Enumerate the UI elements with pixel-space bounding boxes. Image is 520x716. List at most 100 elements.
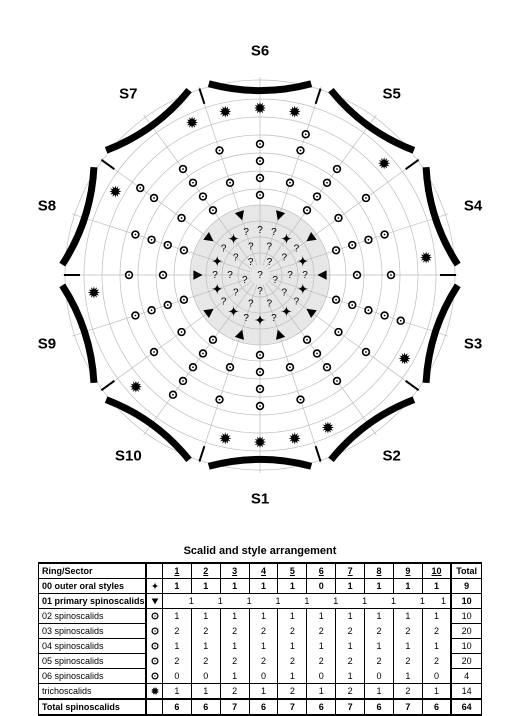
- cell: 1: [393, 579, 422, 594]
- svg-text:?: ?: [271, 313, 277, 324]
- cell: 1: [393, 639, 422, 654]
- svg-text:?: ?: [257, 225, 263, 236]
- cell: 1: [278, 669, 307, 684]
- cell: 1: [307, 639, 336, 654]
- cell: 1: [162, 579, 191, 594]
- cell: 2: [249, 654, 278, 669]
- cell: 1: [191, 639, 220, 654]
- svg-text:?: ?: [266, 241, 272, 252]
- cell: 1: [162, 684, 191, 700]
- cell: 7: [220, 699, 249, 715]
- cell: 1: [393, 669, 422, 684]
- row-total: 64: [451, 699, 481, 715]
- cell: 0: [249, 669, 278, 684]
- svg-text:?: ?: [248, 241, 254, 252]
- svg-text:?: ?: [257, 270, 263, 281]
- cell: 2: [220, 624, 249, 639]
- cell: 1: [206, 594, 235, 609]
- header-total: Total: [451, 563, 481, 579]
- cell: 1: [437, 594, 451, 609]
- row-label: 03 spinoscalids: [39, 624, 147, 639]
- cell: 1: [422, 609, 451, 624]
- svg-text:?: ?: [212, 270, 218, 281]
- cell: 2: [422, 624, 451, 639]
- row-total: 10: [451, 609, 481, 624]
- svg-text:?: ?: [243, 313, 249, 324]
- cell: 0: [365, 669, 394, 684]
- cell: 1: [321, 594, 350, 609]
- sector-label-S2: S2: [382, 448, 400, 465]
- cell: 2: [278, 654, 307, 669]
- svg-text:?: ?: [287, 270, 293, 281]
- row-total: 4: [451, 669, 481, 684]
- cell: 1: [278, 639, 307, 654]
- cell: 1: [422, 639, 451, 654]
- cell: 2: [365, 624, 394, 639]
- cell: 1: [336, 639, 365, 654]
- cell: 2: [307, 654, 336, 669]
- header-ring-sector: Ring/Sector: [39, 563, 147, 579]
- row-symbol: [146, 639, 162, 654]
- header-sector-4: 4: [249, 563, 278, 579]
- svg-text:?: ?: [302, 270, 308, 281]
- cell: 2: [278, 624, 307, 639]
- svg-text:?: ?: [243, 227, 249, 238]
- table-row: 02 spinoscalids111111111110: [39, 609, 482, 624]
- svg-text:?: ?: [221, 296, 227, 307]
- cell: 6: [365, 699, 394, 715]
- cell: 2: [307, 624, 336, 639]
- cell: 1: [249, 684, 278, 700]
- cell: 7: [393, 699, 422, 715]
- cell: 1: [220, 669, 249, 684]
- row-label: 04 spinoscalids: [39, 639, 147, 654]
- cell: 1: [162, 639, 191, 654]
- header-sector-8: 8: [365, 563, 394, 579]
- cell: 6: [191, 699, 220, 715]
- sector-label-S3: S3: [464, 336, 482, 353]
- cell: 1: [307, 684, 336, 700]
- cell: 2: [336, 654, 365, 669]
- svg-text:?: ?: [233, 288, 239, 299]
- cell: 0: [422, 669, 451, 684]
- svg-text:?: ?: [248, 257, 254, 268]
- cell: 1: [379, 594, 408, 609]
- row-total: 9: [451, 579, 481, 594]
- cell: 6: [422, 699, 451, 715]
- cell: 2: [249, 624, 278, 639]
- sector-label-S4: S4: [464, 197, 482, 214]
- cell: 1: [336, 669, 365, 684]
- svg-text:?: ?: [233, 252, 239, 263]
- sector-label-S5: S5: [382, 85, 400, 102]
- cell: 1: [292, 594, 321, 609]
- sector-label-S9: S9: [38, 336, 56, 353]
- header-sector-6: 6: [307, 563, 336, 579]
- svg-text:?: ?: [281, 252, 287, 263]
- cell: 7: [336, 699, 365, 715]
- cell: 1: [249, 609, 278, 624]
- cell: 1: [365, 684, 394, 700]
- cell: 2: [220, 684, 249, 700]
- cell: 1: [264, 594, 293, 609]
- cell: 0: [162, 669, 191, 684]
- scalid-radial-diagram: ???????????????????????????: [0, 0, 520, 520]
- scalid-table: Ring/Sector12345678910Total00 outer oral…: [38, 562, 482, 716]
- cell: 1: [278, 609, 307, 624]
- cell: 1: [422, 684, 451, 700]
- cell: 1: [249, 639, 278, 654]
- header-sector-1: 1: [162, 563, 191, 579]
- cell: 1: [191, 684, 220, 700]
- cell: 1: [220, 609, 249, 624]
- cell: 1: [249, 579, 278, 594]
- sector-label-S10: S10: [115, 448, 142, 465]
- svg-text:?: ?: [248, 299, 254, 310]
- cell: 1: [408, 594, 437, 609]
- cell: 2: [393, 624, 422, 639]
- cell: 7: [278, 699, 307, 715]
- row-total: 20: [451, 654, 481, 669]
- svg-text:?: ?: [266, 299, 272, 310]
- cell: 1: [235, 594, 264, 609]
- cell: 0: [307, 579, 336, 594]
- row-label: 00 outer oral styles: [39, 579, 147, 594]
- cell: 2: [191, 624, 220, 639]
- row-symbol: [146, 669, 162, 684]
